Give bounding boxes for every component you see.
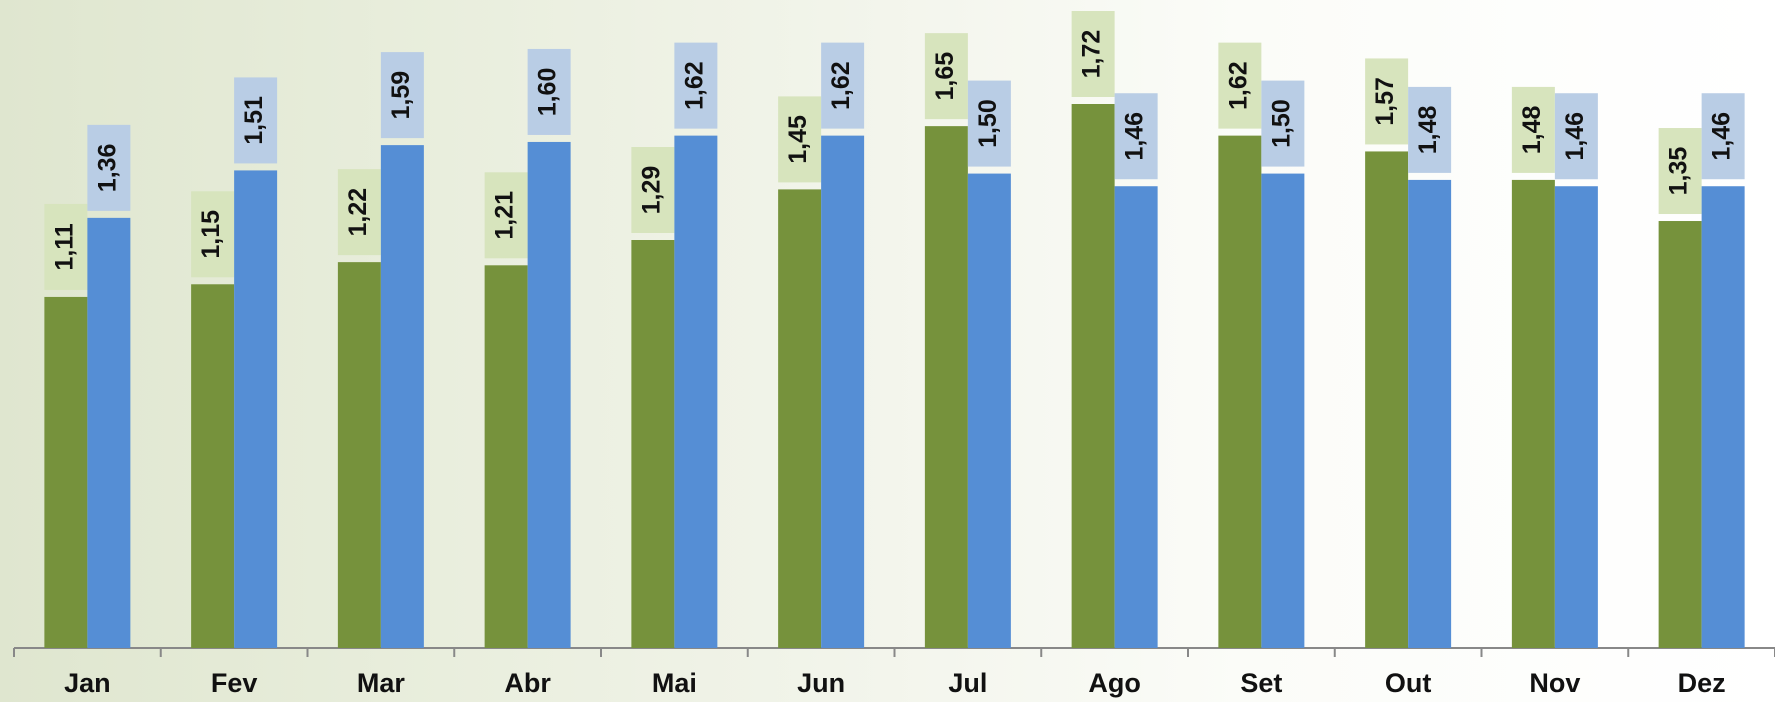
value-label: 1,35 [1665,147,1693,196]
value-label: 1,15 [197,210,225,259]
value-label: 1,50 [974,99,1002,148]
bar [968,174,1011,648]
bar [191,284,234,648]
bar [1702,186,1745,648]
value-label: 1,11 [50,223,78,270]
x-tick-label: Jun [797,668,845,698]
bar [338,262,381,648]
x-tick-label: Set [1240,668,1282,698]
x-tick-label: Mar [357,668,406,698]
value-label: 1,60 [534,68,562,117]
bar [1408,180,1451,648]
bar [1512,180,1555,648]
bar [87,218,130,648]
bar [381,145,424,648]
x-tick-label: Abr [504,668,551,698]
bar [1072,104,1115,648]
value-label: 1,51 [240,96,268,145]
bar [925,126,968,648]
bar [1659,221,1702,648]
value-label: 1,62 [680,61,708,110]
value-label: 1,65 [931,52,959,101]
x-tick-label: Fev [211,668,258,698]
value-label: 1,62 [827,61,855,110]
x-tick-label: Jan [64,668,111,698]
x-tick-label: Mai [652,668,697,698]
value-label: 1,21 [491,191,519,240]
value-label: 1,48 [1414,105,1442,154]
chart: Jan 1,11 1,36 Fev 1,15 1,51 Mar 1,22 1,59 Abr 1,21… [0,0,1775,702]
x-tick-label: Out [1385,668,1432,698]
bar [528,142,571,648]
page: Jan 1,11 1,36 Fev 1,15 1,51 Mar 1,22 1,59 Abr 1,21… [0,0,1775,702]
bar [1555,186,1598,648]
value-label: 1,45 [784,115,812,164]
value-label: 1,50 [1267,99,1295,148]
bar [234,170,277,648]
value-label: 1,46 [1121,112,1149,161]
bar [485,265,528,648]
value-label: 1,62 [1224,61,1252,110]
x-tick-label: Ago [1088,668,1140,698]
bar [1261,174,1304,648]
bar [778,189,821,648]
bar [1115,186,1158,648]
bar [1365,151,1408,648]
bar [821,136,864,648]
value-label: 1,57 [1371,77,1399,126]
value-label: 1,36 [93,144,121,193]
value-label: 1,46 [1561,112,1589,161]
bar [631,240,674,648]
x-tick-label: Nov [1529,668,1580,698]
value-label: 1,46 [1708,112,1736,161]
x-tick-label: Dez [1678,668,1726,698]
x-tick-label: Jul [948,668,987,698]
bar [674,136,717,648]
value-label: 1,29 [637,166,665,215]
bar [1218,136,1261,648]
bar [44,297,87,648]
value-label: 1,59 [387,71,415,120]
value-label: 1,72 [1078,30,1106,79]
value-label: 1,22 [344,188,372,237]
value-label: 1,48 [1518,105,1546,154]
